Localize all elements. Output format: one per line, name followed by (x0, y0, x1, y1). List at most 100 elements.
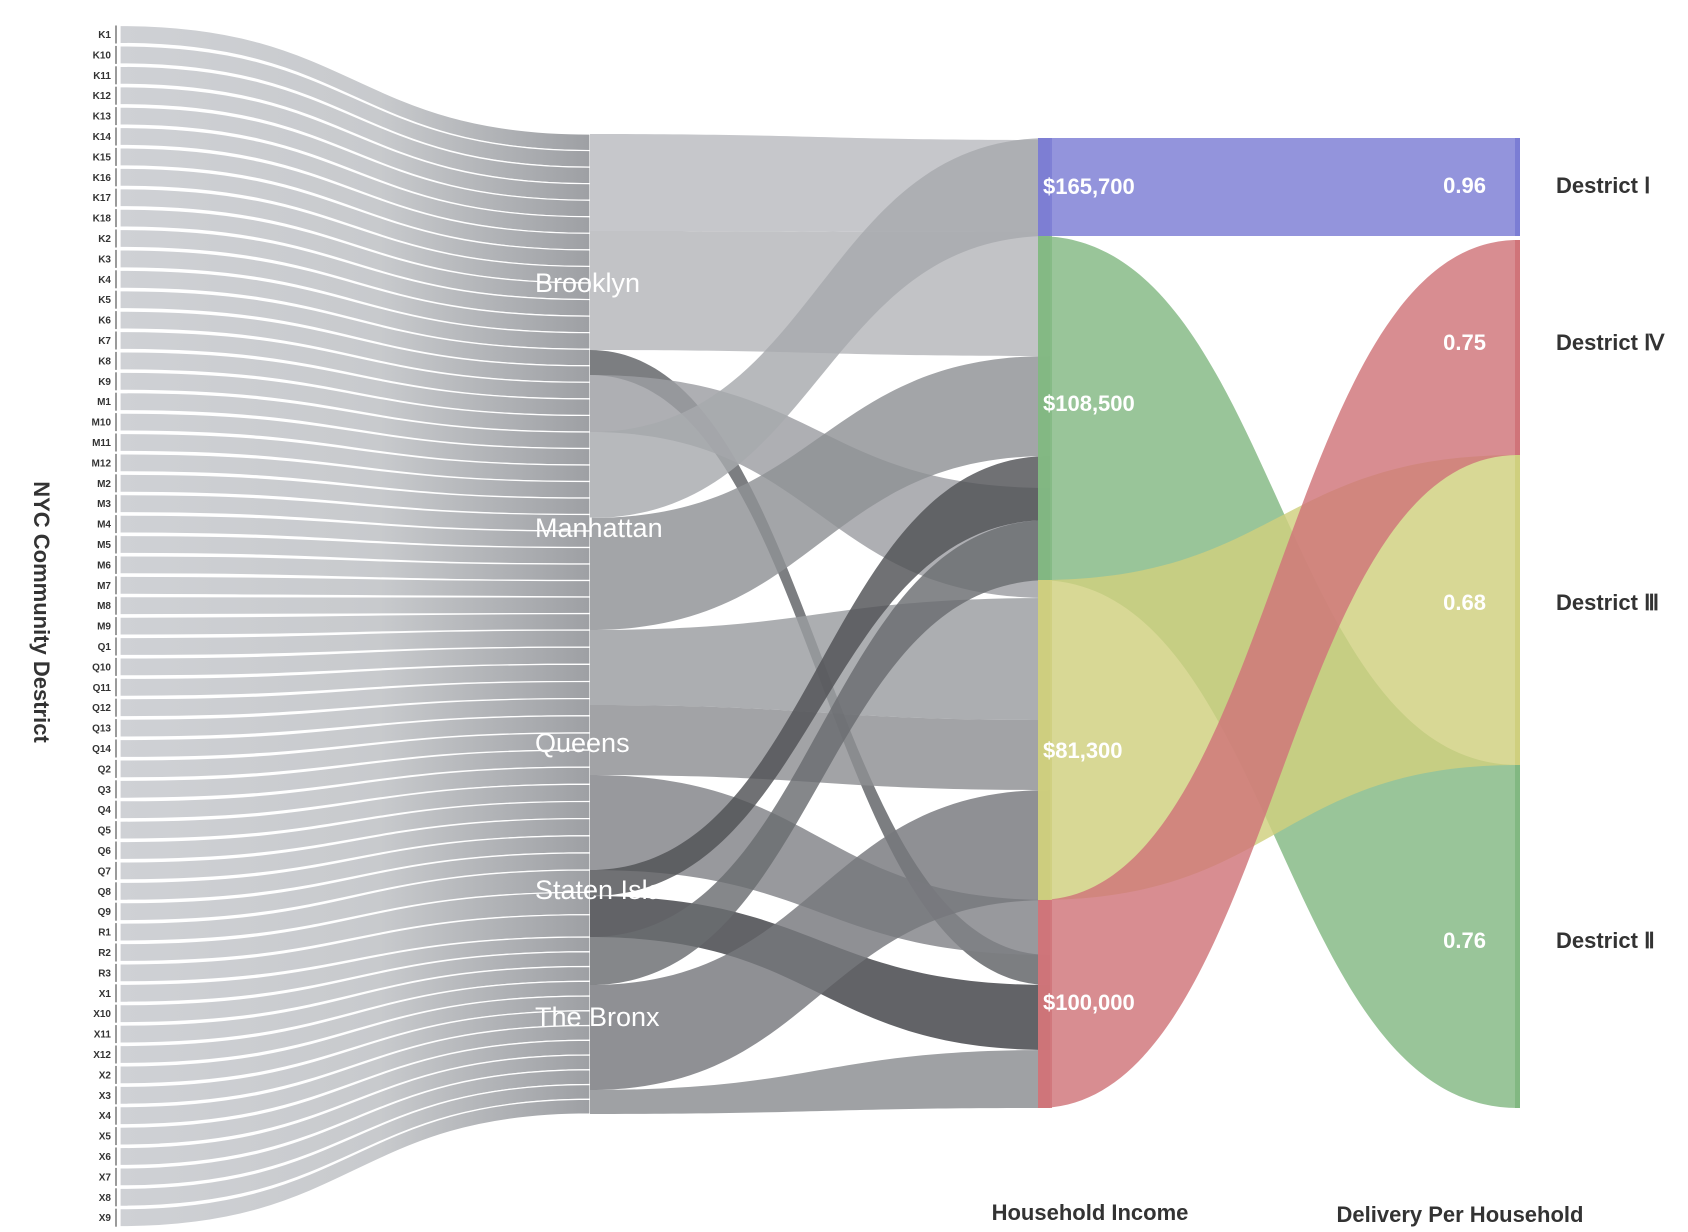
cd-label-m2: M2 (97, 479, 111, 490)
cd-label-x10: X10 (93, 1009, 111, 1020)
cd-node-m10 (115, 413, 117, 432)
delivery-name-labels: Destrict Ⅰ Destrict Ⅳ Destrict Ⅲ Destric… (1556, 173, 1665, 953)
district-name-1: Destrict Ⅰ (1556, 173, 1651, 198)
income-node (1038, 138, 1052, 236)
borough-label-brooklyn: Brooklyn (535, 268, 640, 298)
cd-label-x3: X3 (99, 1091, 112, 1102)
cd-label-q4: Q4 (98, 805, 112, 816)
cd-label-k18: K18 (93, 214, 112, 225)
cd-label-x4: X4 (99, 1111, 112, 1122)
cd-node-k3 (115, 249, 117, 268)
borough-labels: Brooklyn Manhattan Queens Staten Island … (535, 268, 693, 1032)
cd-label-q9: Q9 (98, 907, 112, 918)
cd-node-k11 (115, 66, 117, 85)
cd-node-m4 (115, 515, 117, 534)
delivery-nodes (1515, 138, 1520, 1108)
income-node (1038, 900, 1052, 1108)
cd-label-k1: K1 (98, 30, 111, 41)
cd-node-x2 (115, 1065, 117, 1084)
cd-node-q14 (115, 739, 117, 758)
cd-node-q3 (115, 780, 117, 799)
cd-label-m10: M10 (92, 418, 112, 429)
cd-label-m9: M9 (97, 622, 111, 633)
cd-node-q4 (115, 800, 117, 819)
cd-node-k4 (115, 270, 117, 289)
cd-node-q6 (115, 841, 117, 860)
borough-income-link (590, 1050, 1050, 1114)
axis-title-household-income: Household Income (992, 1200, 1189, 1225)
cd-node-x7 (115, 1167, 117, 1186)
cd-label-q2: Q2 (98, 764, 112, 775)
cd-node-k14 (115, 127, 117, 146)
cd-label-k17: K17 (93, 193, 112, 204)
cd-node-m2 (115, 474, 117, 493)
cd-label-q14: Q14 (92, 744, 111, 755)
borough-income-link (590, 598, 1050, 720)
cd-node-k10 (115, 45, 117, 64)
delivery-value-district-4: 0.75 (1443, 330, 1486, 355)
cd-node-q11 (115, 678, 117, 697)
cd-label-q8: Q8 (98, 887, 112, 898)
income-label-81300: $81,300 (1043, 738, 1123, 763)
cd-label-x12: X12 (93, 1050, 111, 1061)
cd-node-q13 (115, 719, 117, 738)
cd-node-q12 (115, 698, 117, 717)
cd-label-k5: K5 (98, 295, 111, 306)
cd-label-k13: K13 (93, 112, 112, 123)
cd-node-m8 (115, 596, 117, 615)
cd-node-x4 (115, 1106, 117, 1125)
cd-label-q5: Q5 (98, 826, 112, 837)
borough-label-queens: Queens (535, 728, 630, 758)
cd-link-m8 (119, 596, 591, 616)
cd-label-m7: M7 (97, 581, 111, 592)
cd-node-q8 (115, 882, 117, 901)
cd-node-x3 (115, 1086, 117, 1105)
borough-label-manhattan: Manhattan (535, 513, 663, 543)
cd-label-x5: X5 (99, 1132, 112, 1143)
cd-label-k8: K8 (98, 356, 111, 367)
delivery-value-district-3: 0.68 (1443, 590, 1486, 615)
cd-label-q11: Q11 (93, 683, 112, 694)
income-labels: $165,700 $108,500 $81,300 $100,000 (1043, 174, 1135, 1015)
cd-node-k5 (115, 290, 117, 309)
cd-node-r2 (115, 943, 117, 962)
cd-label-m6: M6 (97, 560, 111, 571)
cd-label-r1: R1 (98, 928, 111, 939)
income-delivery-link (1038, 240, 1518, 1108)
cd-node-r1 (115, 923, 117, 942)
cd-node-m3 (115, 494, 117, 513)
cd-node-x9 (115, 1208, 117, 1227)
delivery-value-labels: 0.96 0.75 0.68 0.76 (1443, 173, 1486, 953)
cd-label-q7: Q7 (98, 866, 112, 877)
cd-label-x8: X8 (99, 1193, 112, 1204)
income-label-165700: $165,700 (1043, 174, 1135, 199)
income-label-108500: $108,500 (1043, 391, 1135, 416)
delivery-value-district-1: 0.96 (1443, 173, 1486, 198)
cd-node-q5 (115, 821, 117, 840)
cd-node-x12 (115, 1045, 117, 1064)
borough-to-income-links (590, 134, 1050, 1114)
income-to-delivery-links (1038, 138, 1518, 1108)
cd-label-x9: X9 (99, 1213, 112, 1224)
cd-label-k12: K12 (93, 91, 112, 102)
borough-income-link (590, 520, 1050, 985)
cd-node-m1 (115, 392, 117, 411)
cd-node-q2 (115, 759, 117, 778)
cd-label-x2: X2 (99, 1070, 112, 1081)
cd-label-q13: Q13 (92, 724, 111, 735)
cd-label-q3: Q3 (98, 785, 112, 796)
cd-labels: K1 K10 K11 K12 K13 K14 K15 K16 K17 K18 K2 K3 K4 K5 K6 K… (92, 25, 117, 1227)
delivery-node (1515, 240, 1520, 455)
cd-label-x1: X1 (99, 989, 112, 1000)
cd-label-k15: K15 (93, 152, 112, 163)
cd-node-r3 (115, 963, 117, 982)
income-nodes (1038, 138, 1052, 1108)
borough-income-link (590, 138, 1050, 518)
cd-node-q9 (115, 902, 117, 921)
cd-node-k12 (115, 86, 117, 105)
district-name-4: Destrict Ⅳ (1556, 330, 1665, 355)
cd-label-m8: M8 (97, 601, 111, 612)
cd-label-k11: K11 (93, 71, 111, 82)
cd-node-m12 (115, 453, 117, 472)
